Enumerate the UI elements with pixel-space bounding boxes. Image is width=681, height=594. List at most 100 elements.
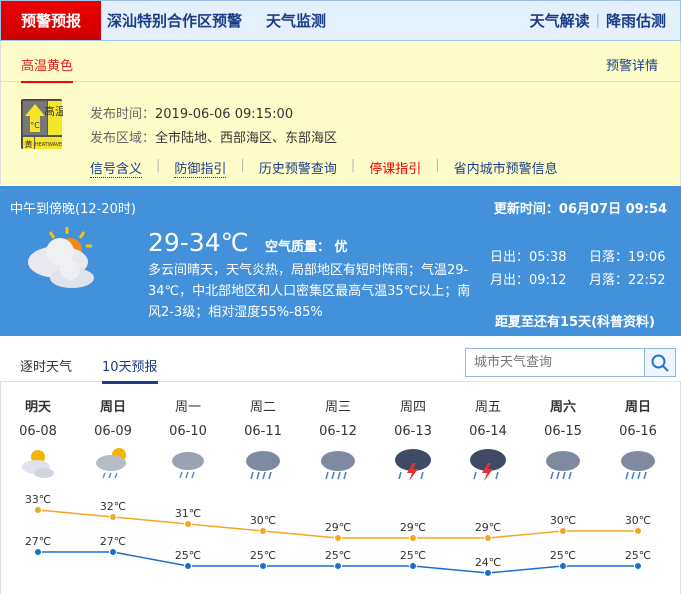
period: 中午到傍晚(12-20时) [10, 202, 136, 217]
temperature-chart: 33℃ 32℃ 31℃ 30℃ 29℃ 29℃ 29℃ 30℃ 30℃ 27℃ 27℃ 25℃ 25℃ 2… [25, 493, 651, 577]
ten-day-forecast: 明天 06-08 周日 06-09 周一 06-10 周二 06-11 周三 0… [0, 382, 681, 594]
day-name: 周三 [324, 400, 351, 415]
forecast-day: 周四 06-13 [383, 396, 443, 485]
low-temp-label: 27℃ [100, 535, 126, 548]
svg-text:高温: 高温 [44, 104, 63, 118]
svg-text:黄: 黄 [25, 139, 33, 149]
day-date: 06-08 [19, 424, 57, 439]
city-search [465, 348, 676, 377]
day-date: 06-16 [619, 424, 657, 439]
low-temp-label: 27℃ [25, 535, 51, 548]
svg-text:HEATWAVE: HEATWAVE [35, 142, 62, 148]
forecast-day: 周五 06-14 [458, 396, 518, 485]
forecast-day: 明天 06-08 [8, 396, 68, 485]
nav-rain-estimate[interactable]: 降雨估测 [605, 12, 666, 30]
high-temp-point [634, 527, 642, 535]
link-class-suspension[interactable]: 停课指引 [369, 162, 422, 177]
air-quality: 空气质量： 优 [265, 240, 348, 255]
high-temp-label: 30℃ [550, 514, 576, 527]
high-temp-label: 33℃ [25, 493, 51, 506]
high-temp-label: 29℃ [475, 521, 501, 534]
low-temp-point [34, 548, 42, 556]
nav-interpretation[interactable]: 天气解读 [529, 12, 590, 30]
day-date: 06-15 [544, 424, 582, 439]
sun-rain-icon [96, 448, 126, 479]
day-date: 06-09 [94, 424, 132, 439]
link-defense-guide[interactable]: 防御指引 [174, 158, 227, 178]
heavy-rain-icon [246, 451, 280, 480]
moonrise: 月出：09:12 [490, 273, 567, 288]
warning-detail-link[interactable]: 预警详情 [605, 59, 658, 74]
partly-cloudy-icon [28, 227, 94, 288]
heavy-rain-icon [546, 451, 580, 480]
rain-icon [172, 452, 204, 479]
high-temp-label: 29℃ [400, 521, 426, 534]
low-temp-point [559, 562, 567, 570]
high-temp-point [34, 506, 42, 514]
link-signal-meaning[interactable]: 信号含义 [90, 158, 143, 178]
day-name: 周五 [474, 400, 501, 415]
low-temp-label: 24℃ [475, 556, 501, 569]
sunset: 日落：19:06 [589, 250, 666, 265]
forecast-day: 周一 06-10 [158, 396, 218, 485]
partly-cloudy-icon [22, 450, 54, 478]
low-temp-label: 25℃ [625, 549, 651, 562]
link-history[interactable]: 历史预警查询 [258, 162, 337, 177]
high-temp-label: 30℃ [250, 514, 276, 527]
high-temp-point [334, 534, 342, 542]
high-temp-label: 31℃ [175, 507, 201, 520]
low-temp-point [259, 562, 267, 570]
low-temp-point [109, 548, 117, 556]
day-date: 06-13 [394, 424, 432, 439]
svg-text:°C: °C [30, 121, 40, 130]
high-temp-point [184, 520, 192, 528]
solar-term-link[interactable]: 距夏至还有15天(科普资料) [495, 315, 655, 330]
divider: | [595, 13, 600, 28]
high-temp-point [259, 527, 267, 535]
low-temp-label: 25℃ [175, 549, 201, 562]
day-name: 周日 [99, 400, 126, 415]
forecast-tabs: 逐时天气 10天预报 [0, 336, 681, 384]
day-date: 06-11 [244, 424, 282, 439]
issue-time: 发布时间：2019-06-06 09:15:00 [90, 107, 294, 122]
day-name: 周二 [249, 400, 276, 415]
high-temp-point [559, 527, 567, 535]
top-nav: 预警预报 深汕特别合作区预警 天气监测 天气解读 | 降雨估测 [0, 0, 681, 41]
tab-10-day[interactable]: 10天预报 [102, 356, 158, 384]
day-name: 周一 [174, 400, 201, 415]
current-weather-panel: 中午到傍晚(12-20时) 更新时间：06月07日 09:54 29-34℃ 空… [0, 186, 681, 336]
nav-shenshan[interactable]: 深汕特别合作区预警 [107, 12, 243, 30]
heavy-rain-icon [621, 451, 655, 480]
link-province-warnings[interactable]: 省内城市预警信息 [453, 162, 558, 177]
tab-heat-yellow[interactable]: 高温黄色 [21, 55, 74, 83]
low-temp-label: 25℃ [400, 549, 426, 562]
search-icon [651, 354, 669, 372]
forecast-day: 周二 06-11 [233, 396, 293, 485]
day-name: 周日 [624, 400, 651, 415]
low-temp-label: 25℃ [250, 549, 276, 562]
nav-warning-forecast[interactable]: 预警预报 [1, 1, 101, 40]
moonset: 月落：22:52 [589, 273, 666, 288]
temperature-range: 29-34℃ [148, 228, 249, 257]
search-button[interactable] [644, 349, 675, 376]
day-name: 周六 [549, 400, 576, 415]
day-name: 周四 [399, 400, 426, 415]
update-time: 更新时间：06月07日 09:54 [493, 202, 667, 217]
high-temp-point [484, 534, 492, 542]
warning-panel: 高温黄色 预警详情 [0, 41, 681, 185]
forecast-day: 周日 06-16 [608, 396, 668, 485]
issue-area: 发布区域：全市陆地、西部海区、东部海区 [90, 131, 338, 146]
warning-links: 信号含义 | 防御指引 | 历史预警查询 | 停课指引 | 省内城市预警信息 [90, 158, 558, 178]
forecast-day: 周六 06-15 [533, 396, 593, 485]
low-temp-point [184, 562, 192, 570]
day-date: 06-14 [469, 424, 507, 439]
low-temp-label: 25℃ [325, 549, 351, 562]
sunrise: 日出：05:38 [490, 250, 567, 265]
city-search-input[interactable] [466, 349, 644, 376]
tab-hourly[interactable]: 逐时天气 [20, 360, 73, 375]
low-temp-point [334, 562, 342, 570]
high-temp-point [409, 534, 417, 542]
low-temp-point [484, 569, 492, 577]
nav-monitoring[interactable]: 天气监测 [266, 12, 327, 30]
forecast-day: 周三 06-12 [308, 396, 368, 485]
